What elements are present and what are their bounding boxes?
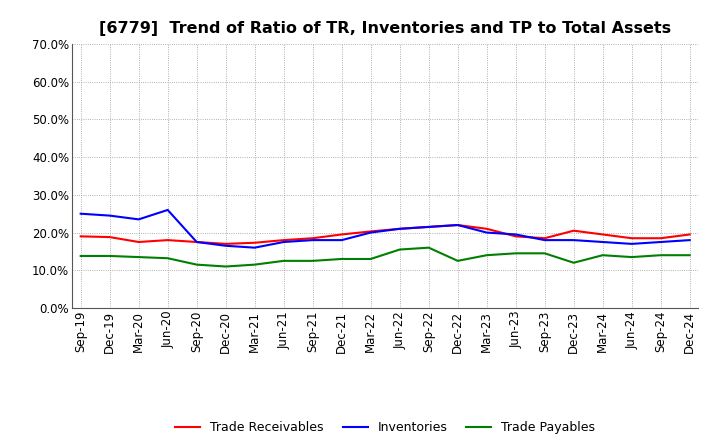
Trade Receivables [163,238,172,243]
Trade Receivables [76,234,85,239]
Trade Receivables [627,235,636,241]
Line: Inventories: Inventories [81,210,690,248]
Inventories [598,239,607,245]
Inventories [482,230,491,235]
Line: Trade Payables: Trade Payables [81,248,690,267]
Trade Payables [192,262,201,267]
Trade Payables [657,253,665,258]
Trade Receivables [192,239,201,245]
Inventories [308,238,317,243]
Inventories [76,211,85,216]
Trade Receivables [541,235,549,241]
Trade Receivables [685,232,694,237]
Title: [6779]  Trend of Ratio of TR, Inventories and TP to Total Assets: [6779] Trend of Ratio of TR, Inventories… [99,21,671,36]
Trade Payables [511,251,520,256]
Inventories [570,238,578,243]
Trade Receivables [105,235,114,240]
Trade Payables [279,258,288,264]
Trade Payables [221,264,230,269]
Trade Receivables [221,241,230,246]
Inventories [454,222,462,227]
Inventories [338,238,346,243]
Trade Receivables [135,239,143,245]
Trade Receivables [366,229,375,234]
Trade Payables [627,254,636,260]
Trade Payables [424,245,433,250]
Inventories [424,224,433,230]
Inventories [251,245,259,250]
Trade Receivables [598,232,607,237]
Trade Receivables [454,222,462,227]
Trade Payables [163,256,172,261]
Inventories [366,230,375,235]
Inventories [657,239,665,245]
Inventories [685,238,694,243]
Trade Payables [308,258,317,264]
Trade Receivables [279,238,288,243]
Legend: Trade Receivables, Inventories, Trade Payables: Trade Receivables, Inventories, Trade Pa… [170,416,600,439]
Trade Receivables [338,232,346,237]
Trade Payables [338,257,346,262]
Trade Payables [395,247,404,252]
Trade Receivables [570,228,578,233]
Inventories [541,238,549,243]
Trade Payables [251,262,259,267]
Inventories [221,243,230,249]
Trade Receivables [395,226,404,231]
Trade Receivables [511,234,520,239]
Inventories [163,207,172,213]
Trade Payables [454,258,462,264]
Trade Payables [135,254,143,260]
Trade Payables [105,253,114,259]
Trade Payables [541,251,549,256]
Inventories [511,232,520,237]
Trade Payables [76,253,85,259]
Trade Payables [570,260,578,265]
Inventories [105,213,114,218]
Trade Receivables [482,226,491,231]
Trade Receivables [424,224,433,230]
Inventories [627,241,636,246]
Trade Payables [685,253,694,258]
Trade Payables [482,253,491,258]
Trade Receivables [251,240,259,246]
Line: Trade Receivables: Trade Receivables [81,225,690,244]
Inventories [395,226,404,231]
Trade Receivables [308,235,317,241]
Trade Payables [598,253,607,258]
Inventories [135,217,143,222]
Trade Payables [366,257,375,262]
Inventories [279,239,288,245]
Inventories [192,239,201,245]
Trade Receivables [657,235,665,241]
